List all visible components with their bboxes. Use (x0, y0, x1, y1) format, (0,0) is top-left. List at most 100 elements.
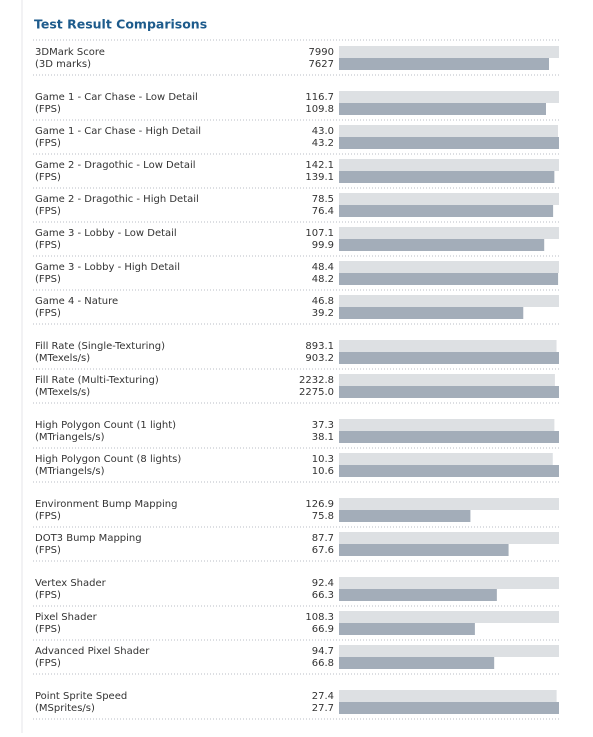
score-value: 7627 (309, 59, 334, 70)
score-bar (339, 702, 559, 714)
score-bar (339, 125, 558, 137)
score-value: 75.8 (312, 511, 334, 522)
score-value: 43.2 (312, 138, 334, 149)
score-value: 48.4 (312, 262, 334, 273)
test-name: Vertex Shader (35, 578, 107, 589)
score-value: 27.4 (312, 691, 334, 702)
test-name: High Polygon Count (1 light) (35, 420, 176, 431)
score-value: 43.0 (312, 126, 334, 137)
test-unit: (FPS) (35, 511, 61, 522)
test-unit: (FPS) (35, 545, 61, 556)
test-unit: (MTriangels/s) (35, 432, 105, 443)
score-value: 10.3 (312, 454, 334, 465)
test-name: Game 3 - Lobby - High Detail (35, 262, 180, 273)
score-bar (339, 205, 554, 217)
score-bar (339, 58, 550, 70)
score-value: 107.1 (305, 228, 334, 239)
score-value: 142.1 (305, 160, 334, 171)
score-bar (339, 431, 559, 443)
test-unit: (FPS) (35, 624, 61, 635)
score-bar (339, 340, 557, 352)
score-bar (339, 623, 475, 635)
score-bar (339, 498, 559, 510)
test-unit: (FPS) (35, 308, 61, 319)
score-value: 66.3 (312, 590, 334, 601)
test-name: High Polygon Count (8 lights) (35, 454, 181, 465)
test-name: Advanced Pixel Shader (35, 646, 150, 657)
score-bar (339, 419, 555, 431)
score-bar (339, 227, 559, 239)
score-value: 27.7 (312, 703, 334, 714)
score-value: 39.2 (312, 308, 334, 319)
score-bar (339, 386, 559, 398)
test-unit: (3D marks) (35, 59, 91, 70)
test-name: DOT3 Bump Mapping (35, 533, 142, 544)
score-bar (339, 352, 559, 364)
score-value: 38.1 (312, 432, 334, 443)
score-bar (339, 171, 555, 183)
score-bar (339, 611, 559, 623)
test-name: Pixel Shader (35, 612, 98, 623)
score-bar (339, 577, 559, 589)
score-value: 48.2 (312, 274, 334, 285)
test-unit: (MSprites/s) (35, 703, 95, 714)
test-name: Fill Rate (Single-Texturing) (35, 341, 165, 352)
score-bar (339, 657, 495, 669)
score-value: 108.3 (305, 612, 334, 623)
score-bar (339, 295, 559, 307)
score-bar (339, 46, 559, 58)
score-value: 99.9 (312, 240, 334, 251)
score-bar (339, 645, 559, 657)
score-value: 2232.8 (299, 375, 334, 386)
test-unit: (FPS) (35, 104, 61, 115)
score-value: 893.1 (305, 341, 334, 352)
score-value: 116.7 (305, 92, 334, 103)
score-bar (339, 544, 509, 556)
test-name: 3DMark Score (35, 47, 105, 58)
test-unit: (FPS) (35, 274, 61, 285)
score-bar (339, 465, 559, 477)
test-unit: (FPS) (35, 138, 61, 149)
score-value: 94.7 (312, 646, 334, 657)
score-bar (339, 193, 559, 205)
test-name: Game 3 - Lobby - Low Detail (35, 228, 177, 239)
test-unit: (FPS) (35, 206, 61, 217)
score-bar (339, 261, 559, 273)
score-value: 10.6 (312, 466, 334, 477)
test-name: Game 4 - Nature (35, 296, 118, 307)
test-name: Game 2 - Dragothic - Low Detail (35, 160, 196, 171)
score-bar (339, 374, 555, 386)
score-value: 37.3 (312, 420, 334, 431)
test-name: Fill Rate (Multi-Texturing) (35, 375, 159, 386)
test-unit: (MTexels/s) (35, 353, 90, 364)
score-bar (339, 589, 497, 601)
test-unit: (FPS) (35, 172, 61, 183)
test-name: Game 2 - Dragothic - High Detail (35, 194, 199, 205)
test-unit: (FPS) (35, 240, 61, 251)
score-value: 87.7 (312, 533, 334, 544)
score-bar (339, 273, 559, 285)
score-bar (339, 239, 545, 251)
score-bar (339, 307, 524, 319)
test-name: Game 1 - Car Chase - Low Detail (35, 92, 198, 103)
score-bar (339, 453, 553, 465)
test-unit: (MTriangels/s) (35, 466, 105, 477)
score-value: 76.4 (312, 206, 334, 217)
score-bar (339, 690, 557, 702)
test-unit: (FPS) (35, 658, 61, 669)
score-value: 126.9 (305, 499, 334, 510)
score-value: 139.1 (305, 172, 334, 183)
score-value: 66.9 (312, 624, 334, 635)
score-value: 66.8 (312, 658, 334, 669)
score-value: 7990 (309, 47, 334, 58)
score-bar (339, 103, 546, 115)
score-value: 46.8 (312, 296, 334, 307)
panel-title: Test Result Comparisons (34, 17, 207, 32)
score-bar (339, 159, 559, 171)
score-value: 109.8 (305, 104, 334, 115)
test-unit: (FPS) (35, 590, 61, 601)
test-name: Game 1 - Car Chase - High Detail (35, 126, 201, 137)
score-value: 903.2 (305, 353, 334, 364)
score-value: 2275.0 (299, 387, 334, 398)
